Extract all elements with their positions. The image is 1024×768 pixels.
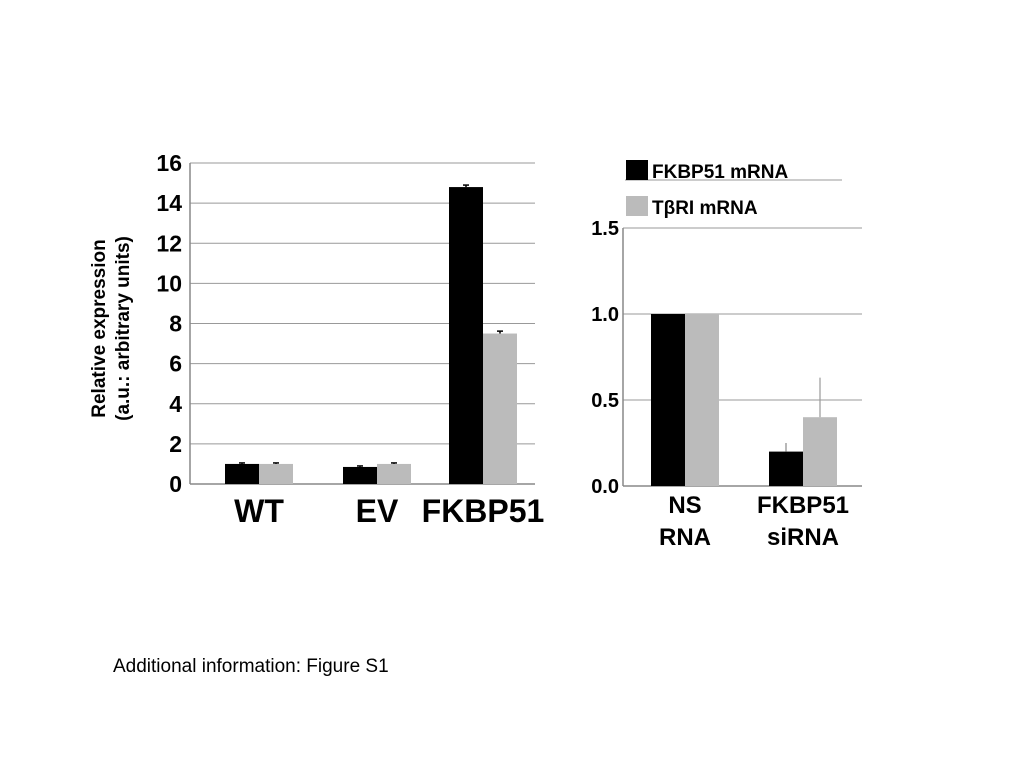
figure-caption: Additional information: Figure S1	[113, 656, 389, 677]
legend-label-tbri: TβRI mRNA	[652, 198, 758, 219]
bar-fkbp51-tbri	[483, 333, 517, 484]
y-tick-label-8: 8	[169, 311, 182, 337]
x-category-label-ns-rna-line-1: NS	[668, 492, 701, 519]
y-axis-label-line-1: Relative expression	[89, 239, 110, 417]
y-tick-label-2: 2	[169, 431, 182, 457]
x-category-label-ns-rna-line-2: RNA	[659, 524, 711, 551]
y-axis-label: Relative expression (a.u.: arbitrary unit…	[89, 236, 134, 421]
bar-fkbp51-sirna-fkbp51	[769, 451, 803, 486]
y-tick-label-0.5: 0.5	[591, 390, 619, 412]
x-category-label-fkbp51: FKBP51	[422, 493, 545, 529]
left-bar-chart: 0 2 4 6 8 10 12 14 16 Relative expression (a.u.: a…	[89, 150, 545, 529]
bar-fkbp51-sirna-tbri	[803, 417, 837, 486]
x-category-label-ev: EV	[356, 493, 399, 529]
legend: FKBP51 mRNA TβRI mRNA	[625, 160, 842, 219]
y-tick-label-1.0: 1.0	[591, 304, 619, 326]
y-tick-label-6: 6	[169, 351, 182, 377]
x-category-label-fkbp51-sirna-line-2: siRNA	[767, 524, 839, 551]
bar-wt-fkbp51	[225, 463, 259, 484]
bar-ns-rna-fkbp51	[651, 314, 685, 486]
x-category-label-wt: WT	[234, 493, 284, 529]
y-tick-label-12: 12	[156, 230, 182, 256]
bar-fkbp51-fkbp51	[449, 187, 483, 484]
legend-swatch-fkbp51	[626, 160, 648, 180]
y-tick-label-14: 14	[156, 190, 182, 216]
x-category-label-fkbp51-sirna-line-1: FKBP51	[757, 492, 849, 519]
y-tick-label-10: 10	[156, 270, 182, 296]
y-tick-label-4: 4	[169, 391, 182, 417]
right-bar-chart: FKBP51 mRNA TβRI mRNA 0.0 0.5 1.0 1.5 NS RNA FKB…	[591, 160, 862, 551]
bar-wt-tbri	[259, 463, 293, 484]
bar-ev-fkbp51	[343, 466, 377, 484]
y-tick-label-0.0: 0.0	[591, 476, 619, 498]
y-axis-label-line-2: (a.u.: arbitrary units)	[113, 236, 134, 421]
bar-ns-rna-tbri	[685, 314, 719, 486]
bar-ev-tbri	[377, 463, 411, 484]
y-tick-label-0: 0	[169, 471, 182, 497]
legend-swatch-tbri	[626, 196, 648, 216]
legend-label-fkbp51: FKBP51 mRNA	[652, 162, 788, 183]
y-tick-label-16: 16	[156, 150, 182, 176]
y-tick-label-1.5: 1.5	[591, 218, 619, 240]
